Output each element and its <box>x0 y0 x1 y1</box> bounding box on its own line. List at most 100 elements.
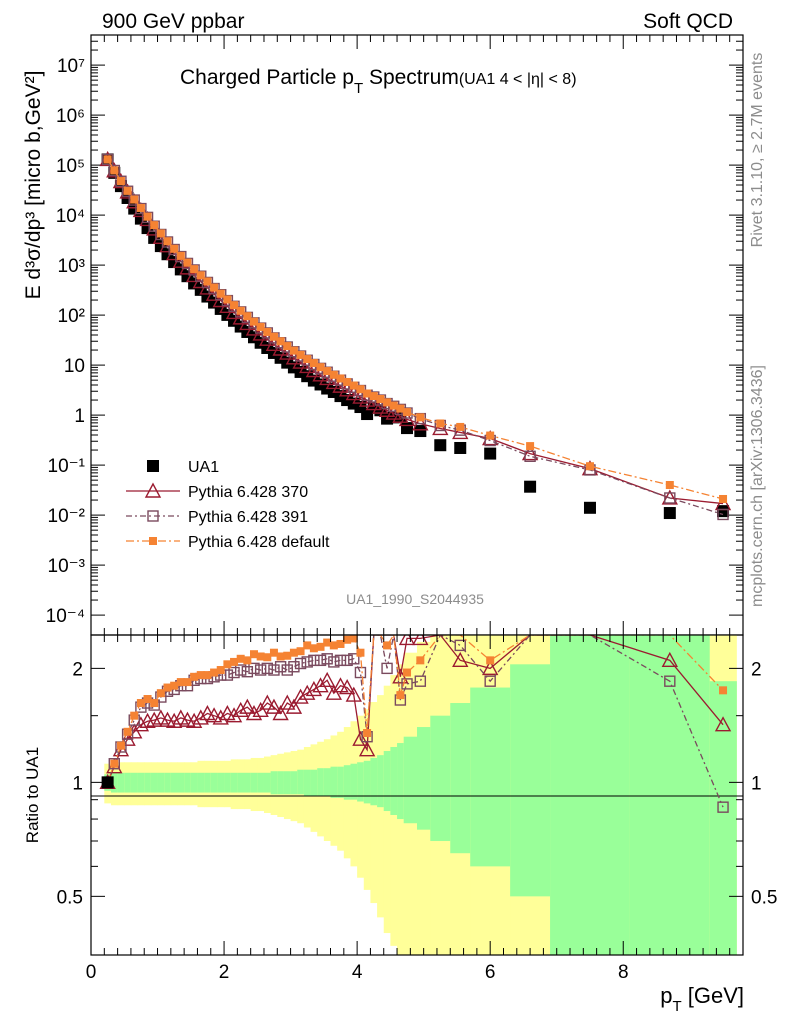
stat-band <box>250 772 258 793</box>
ratio-point <box>183 678 192 687</box>
x-axis-label-subscript: T <box>672 998 681 1015</box>
ratio-point <box>170 681 179 690</box>
stat-band <box>144 772 152 793</box>
data-point <box>150 221 159 230</box>
data-point <box>663 507 676 520</box>
data-point <box>521 445 539 461</box>
ratio-point <box>223 660 232 669</box>
data-point <box>486 431 495 440</box>
ratio-point <box>325 684 343 700</box>
ratio-point <box>272 705 289 721</box>
data-point <box>236 306 245 315</box>
ratio-point <box>245 705 263 721</box>
stat-band <box>164 772 172 793</box>
data-point <box>230 301 239 310</box>
data-point <box>141 211 154 224</box>
ratio-point <box>664 675 676 687</box>
stat-band <box>197 772 205 793</box>
stat-band <box>470 687 511 867</box>
header-right: Soft QCD <box>643 10 733 33</box>
ratio-point <box>234 664 247 676</box>
ratio-point <box>401 678 413 690</box>
stat-band <box>397 743 405 820</box>
series-line <box>107 159 724 500</box>
ratio-point <box>308 654 320 667</box>
data-point <box>168 243 180 256</box>
ratio-point <box>343 635 352 644</box>
main-y-tick-label: 10 <box>64 356 85 377</box>
data-point <box>283 342 292 351</box>
watermark: UA1_1990_S2044935 <box>346 591 484 607</box>
stat-band <box>224 772 232 793</box>
ratio-point <box>116 741 125 750</box>
data-point <box>378 401 396 417</box>
stat-band <box>257 772 265 793</box>
data-point <box>454 441 467 454</box>
stat-band <box>190 772 198 793</box>
main-y-tick-label: 10³ <box>58 256 85 277</box>
stat-band <box>357 762 365 802</box>
ratio-point <box>345 686 362 702</box>
ratio-point <box>396 691 405 700</box>
data-point <box>303 355 312 364</box>
data-point <box>414 425 427 438</box>
ratio-point <box>294 657 307 670</box>
data-point <box>195 270 207 282</box>
ratio-point <box>156 689 165 698</box>
data-point <box>203 277 212 286</box>
stat-band <box>390 746 398 815</box>
data-point <box>256 322 265 331</box>
ratio-y-tick-label-right: 0.5 <box>751 887 777 908</box>
ratio-point <box>230 657 239 666</box>
data-point <box>719 494 728 503</box>
ratio-panel: 0.5 0.5 1 1 2 2 0 2 4 6 8 Ratio to UA1 pT [GeV] <box>23 634 777 1015</box>
data-point <box>717 505 730 518</box>
stat-band <box>230 772 238 793</box>
ratio-point <box>146 711 163 727</box>
ratio-point <box>239 698 256 714</box>
data-point <box>116 177 125 186</box>
stat-band <box>297 769 305 795</box>
ratio-point <box>110 759 119 768</box>
ratio-point <box>319 671 336 688</box>
data-point <box>156 229 165 238</box>
data-point <box>336 374 345 383</box>
main-y-tick-label: 10⁻⁴ <box>46 606 85 627</box>
ratio-point <box>205 707 223 723</box>
data-point <box>316 363 325 372</box>
legend-marker <box>147 510 159 522</box>
ratio-point <box>363 729 372 738</box>
ratio-point <box>143 695 152 704</box>
data-point <box>365 395 382 411</box>
data-point <box>130 195 139 204</box>
ratio-point <box>661 651 678 668</box>
ratio-point <box>259 694 276 710</box>
stat-band <box>237 772 245 793</box>
ratio-point <box>314 654 327 667</box>
stat-band <box>204 772 212 793</box>
stat-band <box>244 772 252 793</box>
ratio-point <box>328 656 340 668</box>
ratio-point <box>243 656 252 665</box>
data-point <box>201 276 214 289</box>
data-point <box>396 404 405 413</box>
data-point <box>170 244 179 253</box>
data-point <box>208 282 220 295</box>
ratio-point <box>152 709 170 725</box>
ratio-point <box>348 653 360 665</box>
main-y-tick-label: 10⁻¹ <box>48 456 86 477</box>
x-tick-label: 4 <box>352 962 363 983</box>
data-point <box>398 410 416 427</box>
main-title: Charged Particle pT Spectrum(UA1 4 < |η|… <box>180 66 577 97</box>
ratio-point <box>486 656 495 665</box>
ratio-point <box>203 671 212 680</box>
main-y-ticks: 10⁻⁴ 10⁻³ 10⁻² 10⁻¹ 1 10 10² 10³ 10⁴ 10⁵ 10⁶ 10⁷ <box>46 34 743 635</box>
data-point <box>296 350 305 359</box>
ratio-point <box>132 716 150 732</box>
mcplots-label: mcplots.cern.ch [arXiv:1306.3436] <box>749 365 766 607</box>
stat-band <box>290 771 298 795</box>
main-y-axis-label: E d³σ/dp³ [micro b,GeV²] <box>22 71 45 300</box>
ratio-point <box>225 707 243 723</box>
main-series <box>99 150 732 521</box>
ratio-point <box>305 680 323 697</box>
